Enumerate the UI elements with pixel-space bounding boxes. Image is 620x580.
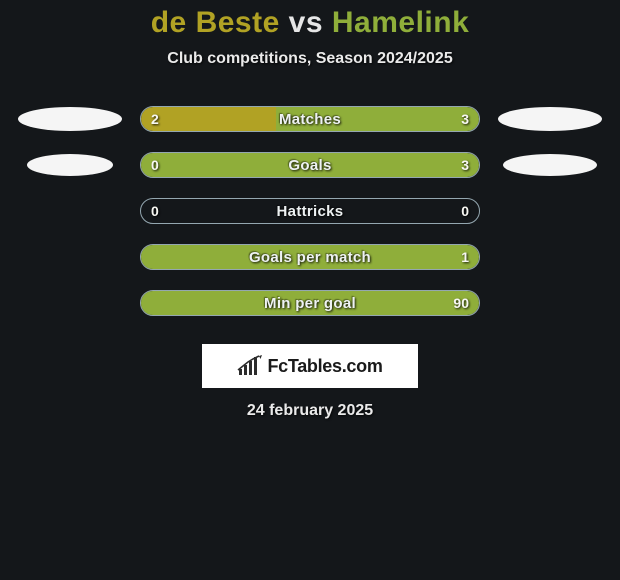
stat-value-player2: 1 — [461, 245, 469, 269]
stat-bar: Goals0 3 — [140, 152, 480, 178]
player1-photo-placeholder — [27, 154, 113, 176]
stat-bar: Goals per match1 — [140, 244, 480, 270]
title-vs: vs — [289, 6, 323, 39]
stat-label: Goals per match — [141, 245, 479, 269]
right-placeholder — [490, 290, 610, 316]
stat-value-player1: 0 — [151, 199, 159, 223]
stat-label: Min per goal — [141, 291, 479, 315]
stat-row: Matches2 3 — [0, 96, 620, 142]
stat-label: Goals — [141, 153, 479, 177]
left-placeholder — [10, 152, 130, 178]
stat-value-player1: 2 — [151, 107, 159, 131]
stat-bar: Hattricks0 0 — [140, 198, 480, 224]
stat-value-player2: 0 — [461, 199, 469, 223]
logo-text: FcTables.com — [267, 356, 382, 377]
comparison-container: de Beste vs Hamelink Club competitions, … — [0, 0, 620, 420]
left-placeholder — [10, 244, 130, 270]
date-label: 24 february 2025 — [0, 402, 620, 420]
page-title: de Beste vs Hamelink — [0, 6, 620, 40]
stat-bar: Matches2 3 — [140, 106, 480, 132]
fctables-logo: FcTables.com — [202, 344, 418, 388]
left-placeholder — [10, 106, 130, 132]
subtitle: Club competitions, Season 2024/2025 — [0, 50, 620, 68]
player1-photo-placeholder — [18, 107, 122, 131]
stat-row: Min per goal90 — [0, 280, 620, 326]
comparison-chart: Matches23Goals03Hattricks00Goals per mat… — [0, 96, 620, 326]
right-placeholder — [490, 106, 610, 132]
title-player1: de Beste — [151, 6, 280, 39]
stat-row: Goals0 3 — [0, 142, 620, 188]
left-placeholder — [10, 290, 130, 316]
stat-bar: Min per goal90 — [140, 290, 480, 316]
stat-value-player2: 90 — [453, 291, 469, 315]
left-placeholder — [10, 198, 130, 224]
stat-value-player2: 3 — [461, 153, 469, 177]
right-placeholder — [490, 244, 610, 270]
right-placeholder — [490, 198, 610, 224]
stat-label: Hattricks — [141, 199, 479, 223]
logo-chart-icon — [237, 355, 263, 377]
stat-row: Hattricks0 0 — [0, 188, 620, 234]
player2-photo-placeholder — [503, 154, 597, 176]
right-placeholder — [490, 152, 610, 178]
title-player2: Hamelink — [332, 6, 469, 39]
stat-value-player1: 0 — [151, 153, 159, 177]
stat-label: Matches — [141, 107, 479, 131]
stat-row: Goals per match1 — [0, 234, 620, 280]
stat-value-player2: 3 — [461, 107, 469, 131]
player2-photo-placeholder — [498, 107, 602, 131]
